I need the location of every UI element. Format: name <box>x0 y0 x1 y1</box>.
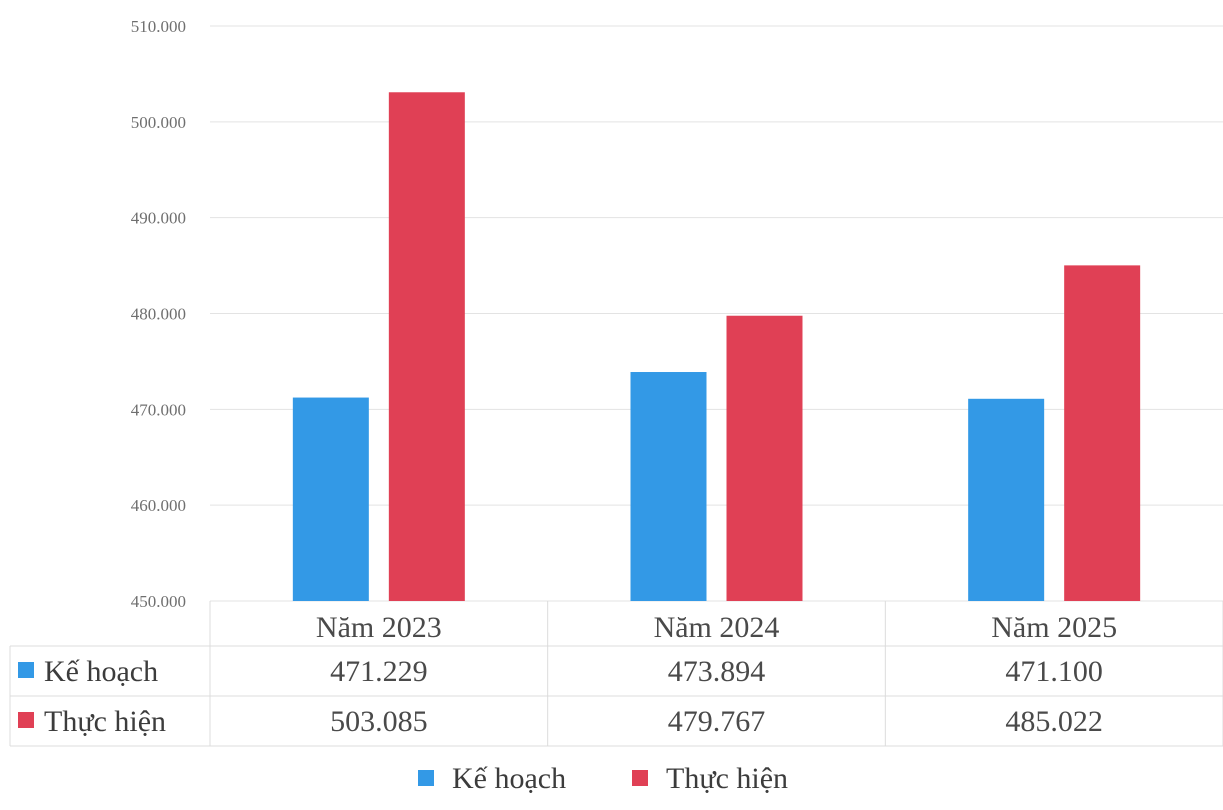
legend-swatch <box>418 770 434 786</box>
x-tick-label: Năm 2024 <box>654 611 780 644</box>
bar-ke-hoach <box>968 398 1045 601</box>
x-tick-label: Năm 2023 <box>316 611 442 644</box>
y-tick-label: 480.000 <box>131 305 186 324</box>
data-label: 503.085 <box>330 705 428 738</box>
y-tick-label: 510.000 <box>131 17 186 36</box>
x-tick-label: Năm 2025 <box>991 611 1117 644</box>
y-tick-label: 490.000 <box>131 209 186 228</box>
table-legend-key <box>18 662 34 678</box>
y-tick-label: 450.000 <box>131 592 186 611</box>
data-label: 485.022 <box>1005 705 1103 738</box>
y-tick-label: 460.000 <box>131 496 186 515</box>
table-legend-key <box>18 712 34 728</box>
data-label: 471.229 <box>330 655 428 688</box>
legend-label: Thực hiện <box>666 762 788 795</box>
y-tick-label: 470.000 <box>131 400 186 419</box>
bar-thuc-hien <box>726 315 803 601</box>
legend-swatch <box>632 770 648 786</box>
bar-ke-hoach <box>292 397 369 601</box>
data-label: 471.100 <box>1005 655 1103 688</box>
bar-ke-hoach <box>630 372 707 601</box>
table-row-label: Kế hoạch <box>44 655 158 688</box>
data-label: 473.894 <box>668 655 766 688</box>
data-label: 479.767 <box>668 705 766 738</box>
bar-thuc-hien <box>1064 265 1141 601</box>
table-row-label: Thực hiện <box>44 705 166 738</box>
bar-thuc-hien <box>388 92 465 602</box>
y-tick-label: 500.000 <box>131 113 186 132</box>
legend-label: Kế hoạch <box>452 762 566 795</box>
